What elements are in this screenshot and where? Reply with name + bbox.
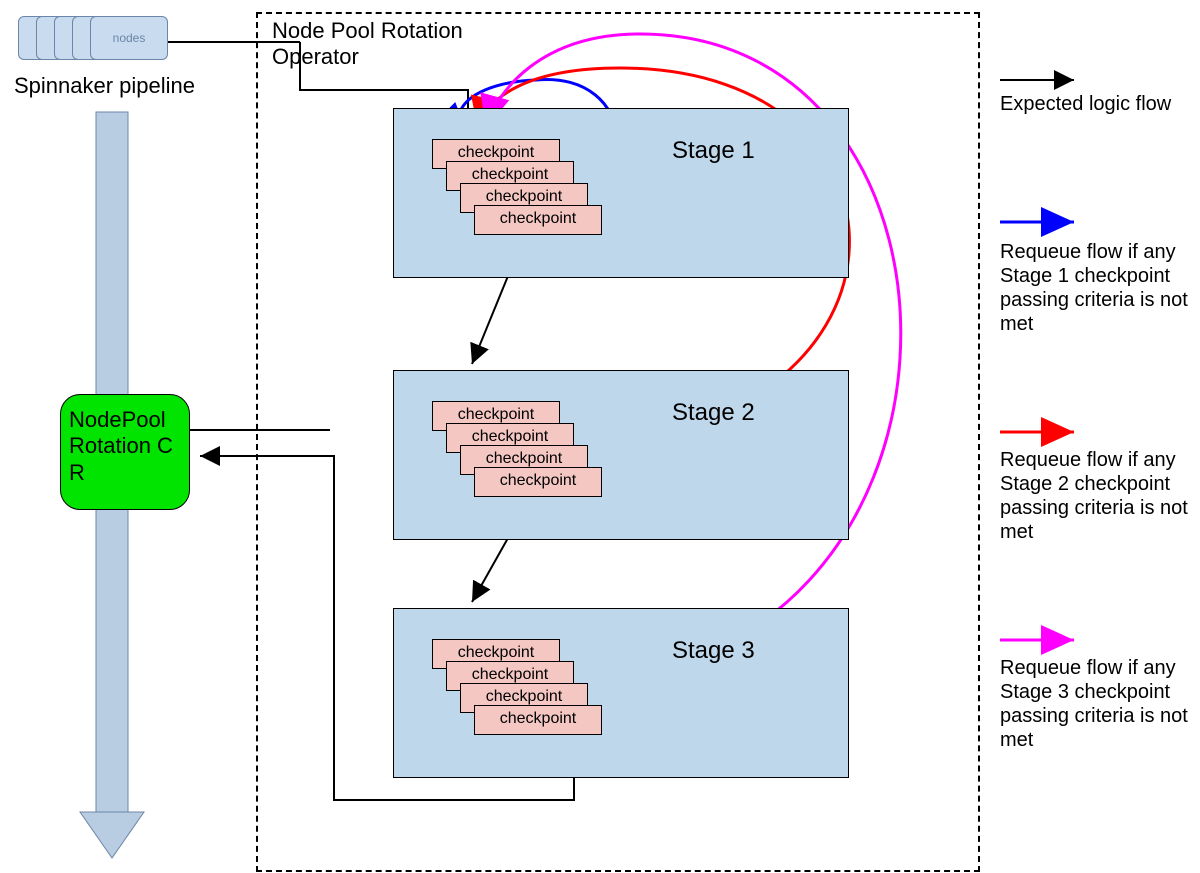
operator-title: Node Pool Rotation Operator [272, 18, 463, 70]
legend-expected: Expected logic flow [1000, 92, 1190, 116]
checkpoint: checkpoint [474, 467, 602, 497]
nodes-stack: nodes [18, 16, 178, 66]
cr-box: NodePoolRotation CR [60, 394, 190, 510]
stage-label-3: Stage 3 [672, 637, 755, 665]
stage-label-1: Stage 1 [672, 137, 755, 165]
stage-box-1: Stage 1 checkpoint checkpoint checkpoint… [393, 108, 849, 278]
nodes-label: nodes [91, 31, 167, 45]
stage-label-2: Stage 2 [672, 399, 755, 427]
legend-blue: Requeue flow if any Stage 1 checkpoint p… [1000, 240, 1200, 336]
cr-label: NodePoolRotation CR [69, 407, 173, 485]
checkpoint: checkpoint [474, 205, 602, 235]
stage-box-3: Stage 3 checkpoint checkpoint checkpoint… [393, 608, 849, 778]
checkpoint: checkpoint [474, 705, 602, 735]
spinnaker-label: Spinnaker pipeline [14, 72, 195, 100]
legend-magenta: Requeue flow if any Stage 3 checkpoint p… [1000, 656, 1200, 752]
legend-red: Requeue flow if any Stage 2 checkpoint p… [1000, 448, 1200, 544]
stage-box-2: Stage 2 checkpoint checkpoint checkpoint… [393, 370, 849, 540]
